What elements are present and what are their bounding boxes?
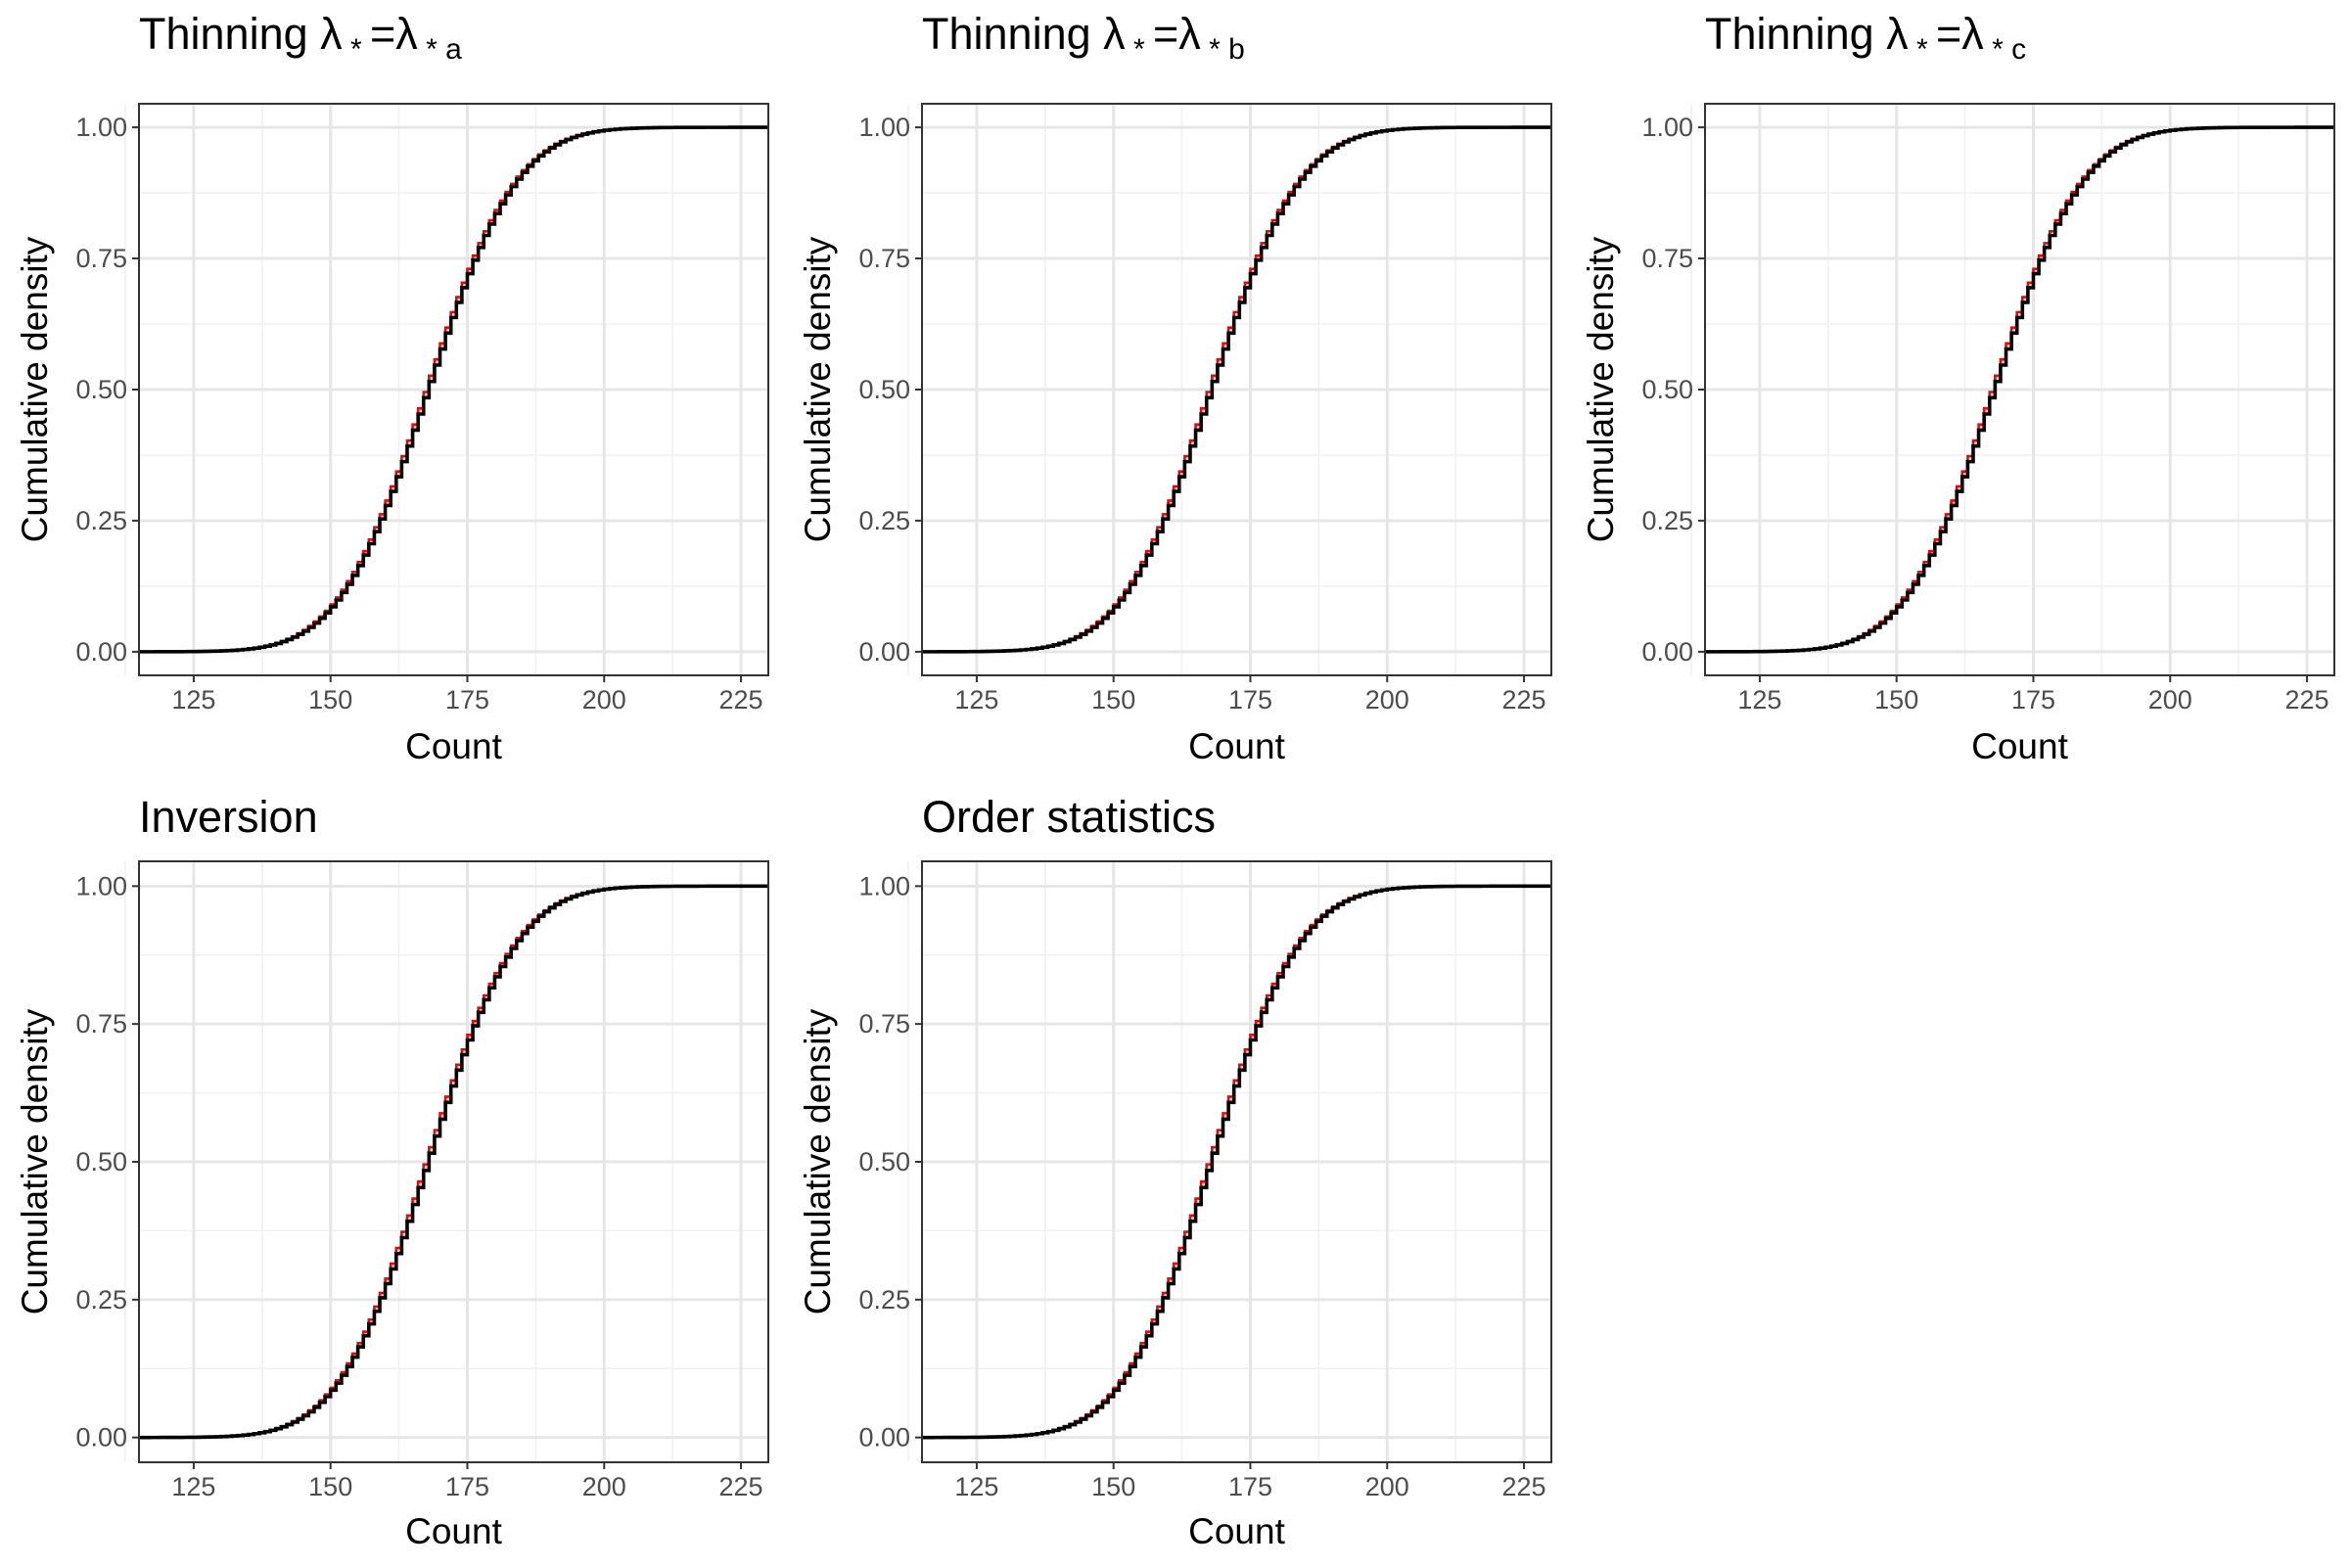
title-subscript: *: [343, 33, 370, 66]
x-tick-label: 225: [2285, 685, 2329, 715]
y-axis-title: Cumulative density: [798, 236, 838, 542]
chart-panel-4: 125 150 175 200 225 0.00 0.25 0.50 0.75 1.00 Count…: [15, 792, 769, 1551]
x-tick-label: 200: [582, 685, 626, 715]
y-axis-title: Cumulative density: [15, 236, 55, 542]
y-tick-label: 0.75: [858, 1009, 910, 1038]
x-tick-label: 125: [954, 685, 998, 715]
x-axis-title: Count: [405, 1511, 502, 1551]
x-tick-label: 225: [719, 685, 763, 715]
x-tick-label: 200: [2148, 685, 2192, 715]
empirical-cdf-line: [922, 884, 1551, 1440]
empirical-cdf-line: [139, 884, 768, 1440]
x-tick-label: 200: [582, 1472, 626, 1501]
y-tick-label: 0.25: [858, 506, 910, 535]
title-mid: =λ: [1936, 9, 1984, 59]
y-tick-label: 0.25: [1641, 506, 1693, 535]
x-tick-label: 125: [954, 1472, 998, 1501]
y-axis-title: Cumulative density: [798, 1008, 838, 1314]
y-tick-label: 0.25: [75, 506, 127, 535]
y-tick-label: 1.00: [858, 871, 910, 900]
y-tick-label: 0.00: [858, 1423, 910, 1453]
panel-title: Thinning λ * =λ * c: [1705, 9, 2026, 66]
x-tick-label: 150: [1874, 685, 1918, 715]
x-tick-label: 175: [1228, 685, 1272, 715]
y-tick-label: 0.75: [858, 244, 910, 273]
y-tick-label: 0.25: [75, 1285, 127, 1314]
x-tick-label: 150: [1091, 685, 1135, 715]
x-axis-title: Count: [1188, 1511, 1285, 1551]
x-tick-label: 225: [1502, 685, 1546, 715]
chart-panel-1: 125 150 175 200 225 0.00 0.25 0.50 0.75 1.00 Count…: [15, 9, 769, 766]
y-tick-label: 1.00: [858, 113, 910, 142]
panel-title: Order statistics: [922, 792, 1216, 842]
x-tick-label: 225: [1502, 1472, 1546, 1501]
x-tick-label: 175: [1228, 1472, 1272, 1501]
x-tick-label: 150: [308, 1472, 352, 1501]
y-tick-label: 0.75: [75, 244, 127, 273]
panel-title: Inversion: [139, 792, 318, 842]
x-tick-label: 225: [719, 1472, 763, 1501]
empirical-cdf-line: [139, 125, 768, 654]
x-axis-title: Count: [1971, 726, 2068, 766]
y-tick-label: 1.00: [75, 113, 127, 142]
empirical-cdf-line: [1705, 125, 2334, 654]
chart-panel-5: 125 150 175 200 225 0.00 0.25 0.50 0.75 1.00 Count…: [798, 792, 1552, 1551]
y-tick-label: 0.50: [75, 1147, 127, 1176]
panel-title: Thinning λ * =λ * a: [139, 9, 462, 66]
title-subscript: * a: [418, 33, 462, 66]
x-tick-label: 150: [1091, 1472, 1135, 1501]
title-main: Thinning λ: [922, 9, 1126, 59]
y-tick-label: 0.00: [75, 1423, 127, 1453]
x-axis-title: Count: [405, 726, 502, 766]
x-tick-label: 175: [445, 1472, 489, 1501]
x-tick-label: 125: [1737, 685, 1781, 715]
y-tick-label: 0.50: [1641, 375, 1693, 404]
y-tick-label: 0.75: [1641, 244, 1693, 273]
title-subscript: *: [1909, 33, 1936, 66]
title-main: Thinning λ: [1705, 9, 1909, 59]
x-tick-label: 175: [2011, 685, 2055, 715]
y-tick-label: 0.75: [75, 1009, 127, 1038]
title-subscript: *: [1126, 33, 1153, 66]
x-tick-label: 125: [171, 1472, 215, 1501]
y-tick-label: 0.00: [858, 637, 910, 667]
y-tick-label: 0.50: [858, 1147, 910, 1176]
title-mid: =λ: [370, 9, 418, 59]
y-axis-title: Cumulative density: [15, 1008, 55, 1314]
y-tick-label: 1.00: [75, 871, 127, 900]
x-tick-label: 150: [308, 685, 352, 715]
title-subscript: * b: [1201, 33, 1245, 66]
chart-panel-2: 125 150 175 200 225 0.00 0.25 0.50 0.75 1.00 Count…: [798, 9, 1552, 766]
y-tick-label: 0.00: [1641, 637, 1693, 667]
panel-title: Thinning λ * =λ * b: [922, 9, 1245, 66]
x-tick-label: 200: [1365, 685, 1409, 715]
x-tick-label: 200: [1365, 1472, 1409, 1501]
title-subscript: * c: [1984, 33, 2026, 66]
empirical-cdf-line: [922, 125, 1551, 654]
title-main: Thinning λ: [139, 9, 343, 59]
y-tick-label: 1.00: [1641, 113, 1693, 142]
y-axis-title: Cumulative density: [1581, 236, 1621, 542]
y-tick-label: 0.25: [858, 1285, 910, 1314]
chart-panel-3: 125 150 175 200 225 0.00 0.25 0.50 0.75 1.00 Count…: [1581, 9, 2335, 766]
title-mid: =λ: [1153, 9, 1201, 59]
y-tick-label: 0.50: [858, 375, 910, 404]
y-tick-label: 0.00: [75, 637, 127, 667]
x-axis-title: Count: [1188, 726, 1285, 766]
y-tick-label: 0.50: [75, 375, 127, 404]
x-tick-label: 125: [171, 685, 215, 715]
x-tick-label: 175: [445, 685, 489, 715]
